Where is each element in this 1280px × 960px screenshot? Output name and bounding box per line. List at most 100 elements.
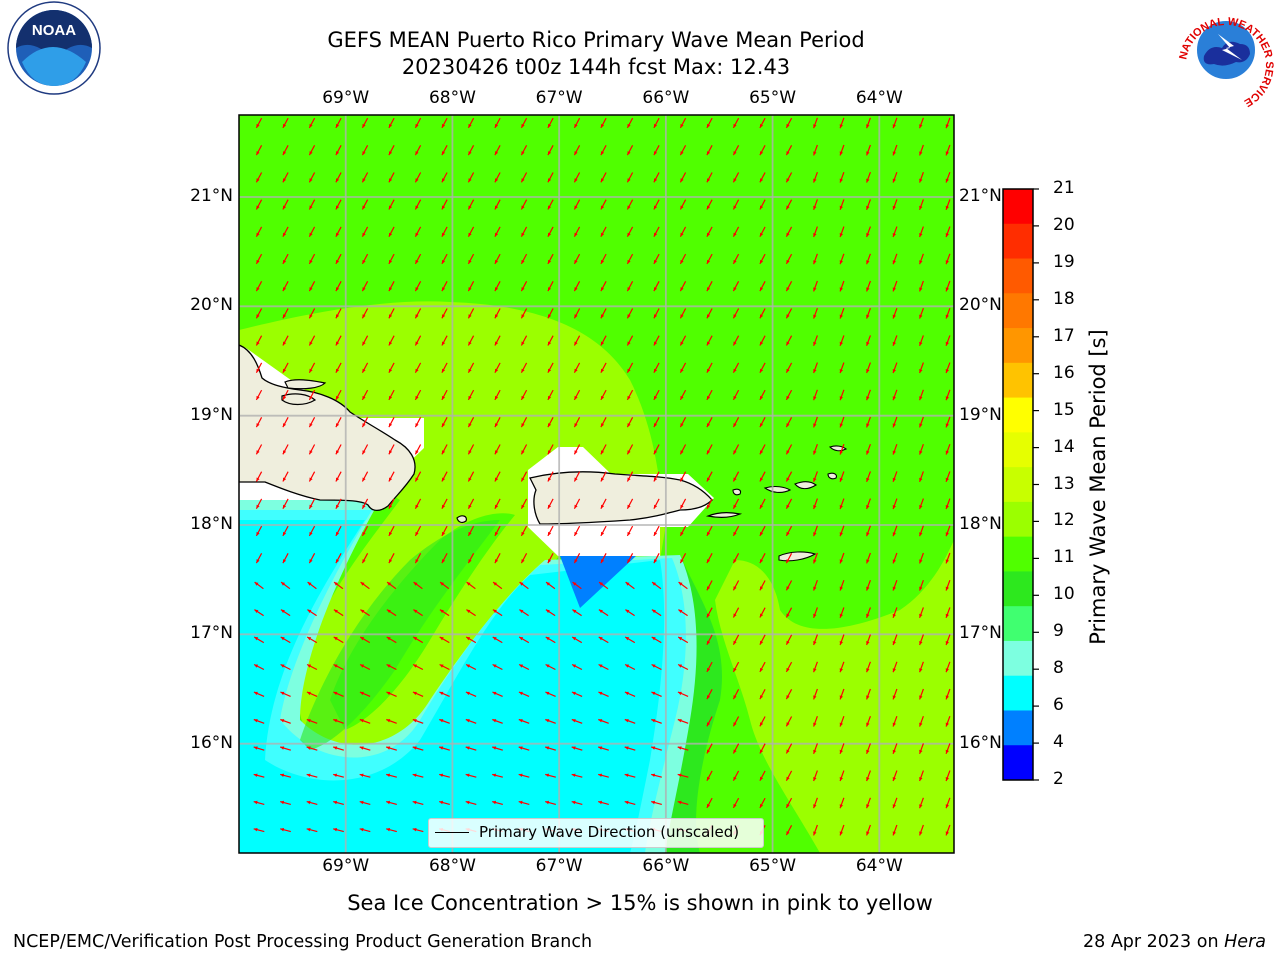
wave-arrow xyxy=(359,746,371,751)
wave-arrow xyxy=(759,716,766,727)
wave-arrow xyxy=(679,525,687,537)
wave-arrow xyxy=(573,226,581,237)
wave-arrow xyxy=(441,226,448,237)
wave-arrow xyxy=(839,770,845,782)
wave-arrow xyxy=(439,800,450,805)
lon-tick-bottom-3: 66°W xyxy=(642,856,690,876)
wave-arrow xyxy=(919,471,924,483)
wave-arrow xyxy=(945,525,951,537)
wave-arrow xyxy=(386,828,397,833)
wave-arrow xyxy=(892,253,898,265)
wave-arrow xyxy=(653,308,660,319)
wave-arrow xyxy=(547,525,554,537)
wave-arrow xyxy=(732,553,740,564)
wave-arrow xyxy=(253,663,265,671)
wave-arrow xyxy=(706,253,713,265)
wave-arrow xyxy=(255,117,263,129)
wave-arrow xyxy=(839,607,845,619)
wave-arrow xyxy=(624,636,636,644)
lat-tick-right-3: 18°N xyxy=(959,514,1002,534)
wave-arrow xyxy=(785,117,793,129)
wave-arrow xyxy=(892,226,898,238)
wave-arrow xyxy=(253,828,265,833)
wave-arrow xyxy=(308,145,316,156)
wave-arrow xyxy=(467,172,475,183)
wave-arrow xyxy=(759,362,766,373)
wave-arrow xyxy=(414,553,422,564)
wave-arrow xyxy=(866,226,871,238)
wave-arrow xyxy=(919,335,924,347)
wave-arrow xyxy=(626,226,634,237)
wave-arrow xyxy=(653,498,660,509)
land-virgin-islands xyxy=(732,445,848,496)
wave-arrow xyxy=(412,718,424,724)
wave-arrow xyxy=(945,688,951,700)
wave-arrow xyxy=(439,773,450,778)
wave-arrow xyxy=(308,281,316,292)
wave-arrow xyxy=(439,609,450,617)
wave-arrow xyxy=(919,307,924,319)
wave-arrow xyxy=(308,253,316,265)
wave-arrow xyxy=(361,117,369,129)
wave-arrow xyxy=(624,746,636,751)
wave-arrow xyxy=(706,607,713,618)
wave-arrow xyxy=(520,226,528,237)
wave-arrow xyxy=(813,797,818,809)
wave-arrow xyxy=(359,691,371,697)
wave-arrow xyxy=(494,417,501,428)
wave-arrow xyxy=(919,498,924,510)
wave-arrow xyxy=(785,607,793,618)
lon-tick-bottom-4: 65°W xyxy=(749,856,797,876)
wave-arrow xyxy=(306,636,318,644)
wave-arrow xyxy=(280,800,291,805)
wave-arrow xyxy=(600,389,607,401)
wave-arrow xyxy=(306,691,318,697)
wave-arrow xyxy=(892,171,898,183)
lat-tick-left-3: 18°N xyxy=(190,514,233,534)
wave-arrow xyxy=(919,552,924,564)
wave-arrow xyxy=(467,389,475,401)
wave-arrow xyxy=(919,688,924,700)
wave-arrow xyxy=(414,172,422,183)
wave-arrow xyxy=(600,362,607,373)
footer-host: Hera xyxy=(1224,932,1266,952)
wave-arrow xyxy=(945,498,951,510)
colorbar-tick-15: 15 xyxy=(1053,399,1075,420)
lon-tick-bottom-2: 67°W xyxy=(535,856,583,876)
wave-arrow xyxy=(919,770,924,782)
wave-arrow xyxy=(626,172,634,183)
wave-arrow xyxy=(439,718,450,724)
colorbar-segment xyxy=(1003,223,1033,260)
wave-arrow xyxy=(388,498,395,509)
wave-arrow xyxy=(785,580,793,591)
land-vieques xyxy=(705,512,743,518)
wave-arrow xyxy=(547,253,554,265)
wave-arrow xyxy=(706,661,713,673)
wave-arrow xyxy=(573,553,581,564)
wave-arrow xyxy=(732,498,740,509)
wave-arrow xyxy=(494,498,501,509)
wave-arrow xyxy=(494,199,501,210)
wave-arrow xyxy=(945,579,951,591)
wave-arrow xyxy=(706,743,713,754)
wave-arrow xyxy=(679,145,687,156)
wave-arrow xyxy=(441,117,448,129)
wave-arrow xyxy=(839,797,845,809)
wave-arrow xyxy=(386,800,397,805)
wave-arrow xyxy=(359,718,371,724)
lon-tick-bottom-1: 68°W xyxy=(428,856,476,876)
wave-arrow xyxy=(785,281,793,292)
wave-arrow xyxy=(919,253,924,265)
lat-tick-right-2: 19°N xyxy=(959,404,1002,425)
wave-arrow xyxy=(813,307,818,319)
wave-arrow xyxy=(626,362,634,373)
wave-arrow xyxy=(759,607,766,618)
wave-arrow xyxy=(679,444,687,455)
wave-arrow xyxy=(839,525,845,537)
wave-arrow xyxy=(333,773,344,778)
wave-arrow xyxy=(439,746,450,751)
wave-arrow xyxy=(467,417,475,428)
lon-tick-top-4: 65°W xyxy=(749,88,797,108)
wave-arrow xyxy=(866,117,871,129)
